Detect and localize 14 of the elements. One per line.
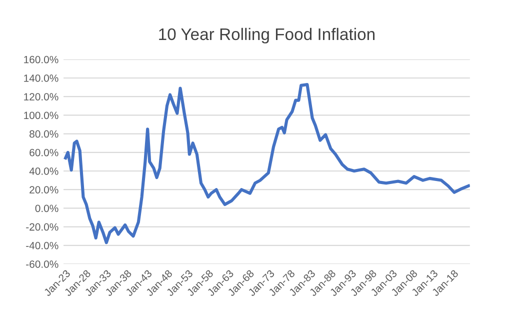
y-tick-label: 140.0% xyxy=(24,74,58,82)
line-series xyxy=(64,82,470,244)
y-tick-label: 20.0% xyxy=(30,186,58,194)
y-tick-label: 80.0% xyxy=(30,130,58,138)
chart-title: 10 Year Rolling Food Inflation xyxy=(159,28,375,44)
y-tick-label: -60.0% xyxy=(26,260,58,268)
y-tick-label: 160.0% xyxy=(24,56,58,64)
y-tick-label: -40.0% xyxy=(26,242,58,250)
y-tick-label: 0.0% xyxy=(35,204,58,212)
y-tick-label: 120.0% xyxy=(24,93,58,100)
y-tick-label: 40.0% xyxy=(29,168,58,175)
y-tick-label: -20.0% xyxy=(26,223,58,231)
y-tick-label: 100.0% xyxy=(24,112,58,120)
y-tick-label: 60.0% xyxy=(30,148,58,156)
